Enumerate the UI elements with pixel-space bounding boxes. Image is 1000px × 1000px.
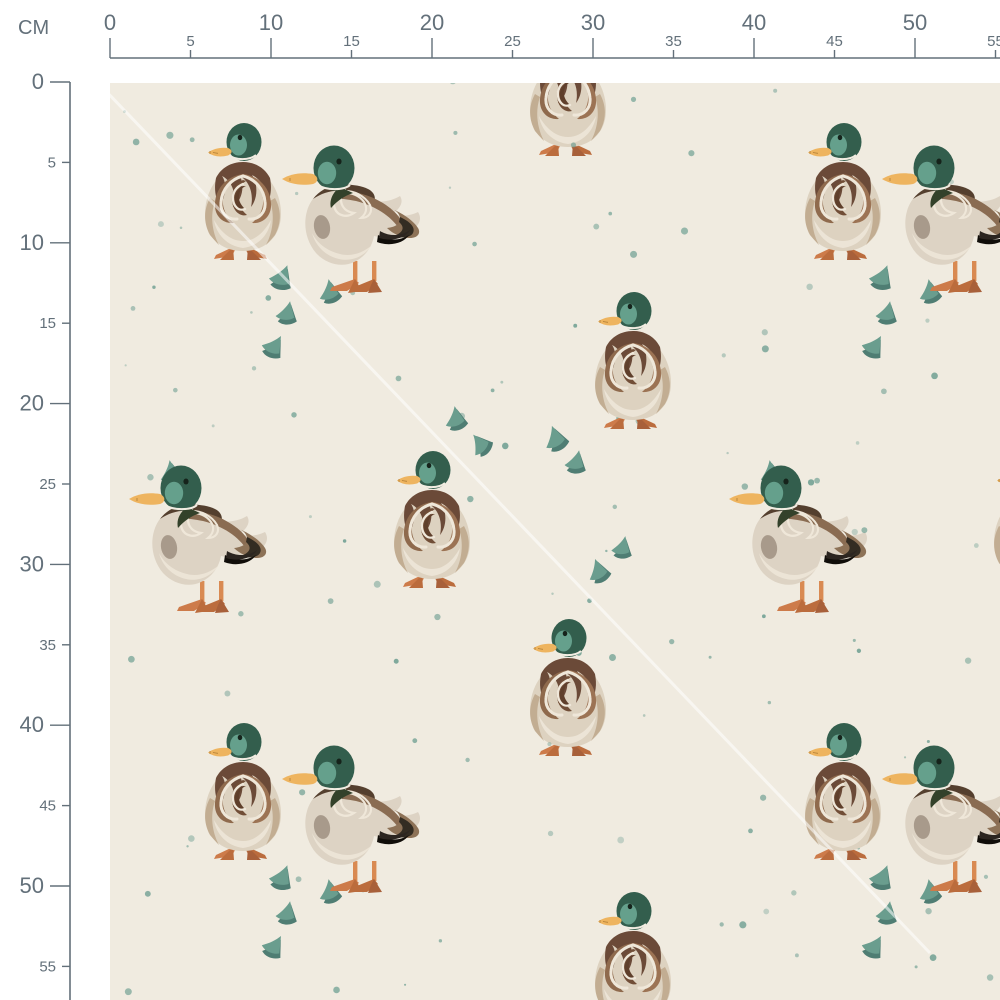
svg-text:40: 40 [742, 10, 766, 35]
svg-text:15: 15 [343, 33, 360, 50]
svg-text:40: 40 [20, 712, 44, 737]
svg-text:10: 10 [20, 230, 44, 255]
svg-text:55: 55 [987, 33, 1000, 50]
svg-text:35: 35 [665, 33, 682, 50]
svg-text:30: 30 [20, 551, 44, 576]
svg-text:5: 5 [48, 154, 56, 171]
svg-text:25: 25 [504, 33, 521, 50]
svg-text:45: 45 [39, 798, 56, 815]
svg-text:25: 25 [39, 476, 56, 493]
svg-text:10: 10 [259, 10, 283, 35]
svg-text:35: 35 [39, 637, 56, 654]
svg-text:30: 30 [581, 10, 605, 35]
svg-text:50: 50 [20, 873, 44, 898]
svg-text:0: 0 [32, 69, 44, 94]
svg-text:5: 5 [186, 33, 194, 50]
svg-text:50: 50 [903, 10, 927, 35]
svg-text:20: 20 [420, 10, 444, 35]
svg-text:45: 45 [826, 33, 843, 50]
svg-text:55: 55 [39, 958, 56, 975]
svg-text:15: 15 [39, 315, 56, 332]
svg-text:20: 20 [20, 391, 44, 416]
